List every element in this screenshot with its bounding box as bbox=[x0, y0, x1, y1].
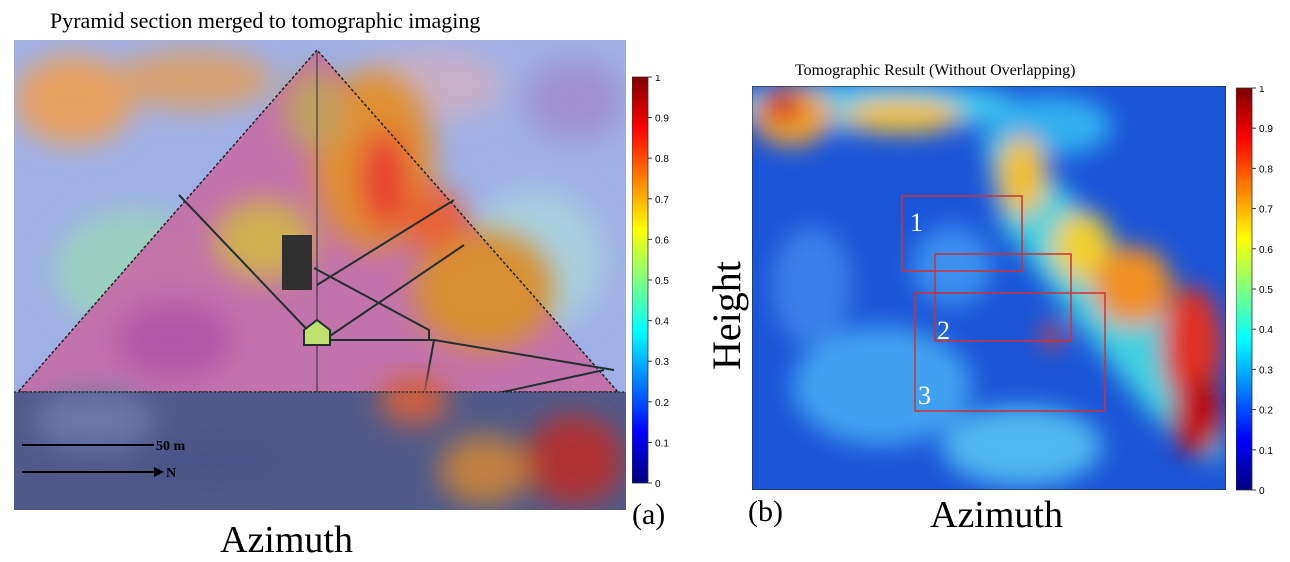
colorbar-b: 1 0.9 0.8 0.7 0.6 0.5 0.4 0.3 0.2 0.1 0 bbox=[1236, 86, 1273, 497]
colorbar-tick-label: 0.9 bbox=[1259, 124, 1273, 135]
colorbar-tick-label: 0 bbox=[1259, 486, 1265, 497]
colorbar-tick-label: 0.8 bbox=[1259, 164, 1273, 175]
queens-chamber bbox=[303, 318, 331, 346]
colorbar-tick-label: 0.3 bbox=[655, 357, 669, 368]
colorbar-tick-label: 0.6 bbox=[1259, 245, 1273, 256]
scale-label: 50 m bbox=[156, 439, 186, 454]
colorbar-b-ticks: 1 0.9 0.8 0.7 0.6 0.5 0.4 0.3 0.2 0.1 0 bbox=[1252, 86, 1273, 497]
colorbar-tick-label: 0.3 bbox=[1259, 365, 1273, 376]
panel-a-label: (a) bbox=[632, 498, 666, 531]
panel-a-title: Pyramid section merged to tomographic im… bbox=[50, 8, 481, 33]
region-label-2: 2 bbox=[937, 316, 950, 345]
region-box-3 bbox=[914, 292, 1106, 412]
colorbar-tick-label: 0.8 bbox=[655, 154, 669, 165]
colorbar-tick-label: 0.4 bbox=[655, 317, 669, 328]
panel-b-ylabel: Height bbox=[704, 261, 749, 370]
colorbar-tick-label: 0 bbox=[655, 479, 661, 487]
kings-chamber bbox=[282, 235, 312, 290]
colorbar-tick-label: 0.4 bbox=[1259, 325, 1273, 336]
colorbar-b-gradient bbox=[1236, 87, 1253, 491]
colorbar-tick-label: 0.5 bbox=[655, 276, 669, 287]
colorbar-a-ticks: 1 0.9 0.8 0.7 0.6 0.5 0.4 0.3 0.2 0.1 0 bbox=[648, 75, 669, 487]
colorbar-a: 1 0.9 0.8 0.7 0.6 0.5 0.4 0.3 0.2 0.1 0 bbox=[632, 75, 669, 487]
colorbar-tick-label: 0.1 bbox=[655, 438, 669, 449]
colorbar-tick-label: 0.9 bbox=[655, 114, 669, 125]
colorbar-a-gradient bbox=[632, 76, 649, 484]
region-box-1 bbox=[901, 195, 1023, 272]
pyramid-heat bbox=[114, 70, 554, 380]
region-boxes bbox=[901, 195, 1106, 412]
region-label-3: 3 bbox=[918, 381, 931, 410]
colorbar-tick-label: 1 bbox=[655, 75, 661, 84]
colorbar-tick-label: 0.5 bbox=[1259, 285, 1273, 296]
direction-label: N bbox=[166, 466, 176, 481]
panel-b-label: (b) bbox=[748, 495, 783, 528]
panel-b-image: 1 2 3 bbox=[752, 86, 1226, 490]
panel-b-xlabel: Azimuth bbox=[930, 494, 1063, 536]
region-box-2 bbox=[934, 253, 1072, 342]
colorbar-tick-label: 0.1 bbox=[1259, 446, 1273, 457]
colorbar-tick-label: 0.2 bbox=[1259, 406, 1273, 417]
colorbar-tick-label: 1 bbox=[1259, 86, 1265, 95]
panel-a-image: 50 m N bbox=[14, 40, 626, 510]
panel-a-xlabel: Azimuth bbox=[220, 519, 353, 561]
ground-heat bbox=[34, 375, 624, 505]
tomo-heat bbox=[752, 86, 1222, 486]
panel-b-title: Tomographic Result (Without Overlapping) bbox=[795, 62, 1076, 79]
colorbar-tick-label: 0.6 bbox=[655, 235, 669, 246]
colorbar-tick-label: 0.7 bbox=[655, 195, 669, 206]
region-label-1: 1 bbox=[910, 208, 923, 237]
north-arrow-head bbox=[154, 467, 164, 477]
colorbar-tick-label: 0.7 bbox=[1259, 205, 1273, 216]
colorbar-tick-label: 0.2 bbox=[655, 398, 669, 409]
